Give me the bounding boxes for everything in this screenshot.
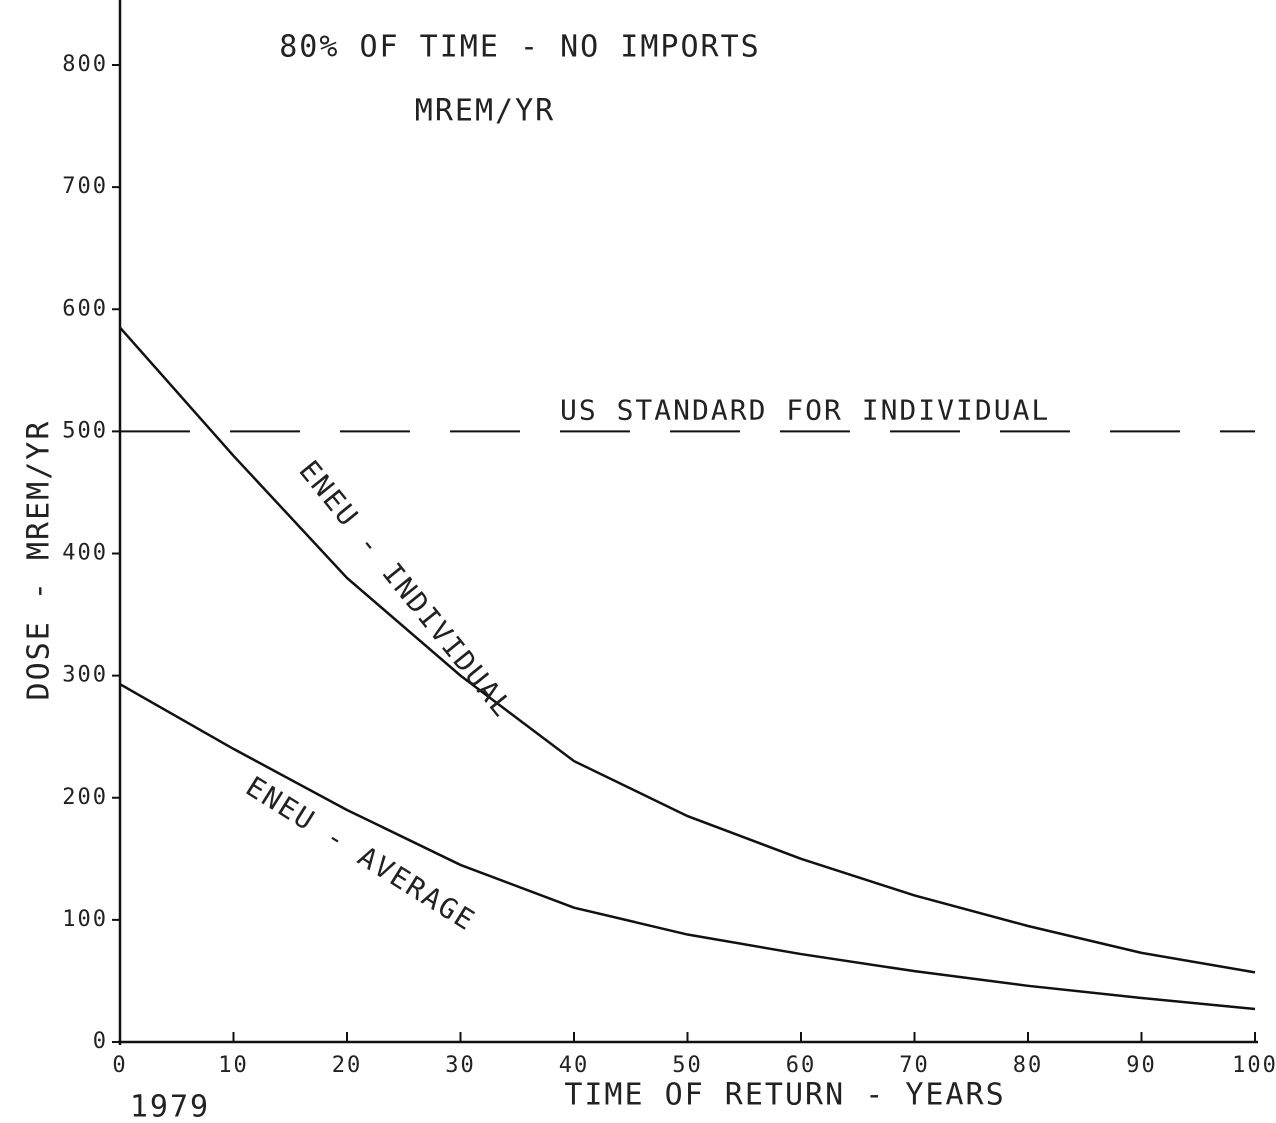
y-tick-label: 600 xyxy=(62,296,108,321)
y-tick-label: 800 xyxy=(62,52,108,77)
x-axis-label: TIME OF RETURN - YEARS xyxy=(564,1078,1005,1113)
y-tick-label: 400 xyxy=(62,541,108,566)
x-tick-label: 100 xyxy=(1232,1053,1276,1078)
x-tick-label: 70 xyxy=(899,1053,930,1078)
x-tick-label: 80 xyxy=(1013,1053,1044,1078)
y-tick-label: 200 xyxy=(62,785,108,810)
series-line xyxy=(119,326,1256,974)
y-tick-label: 300 xyxy=(62,663,108,688)
x-tick-label: 60 xyxy=(786,1053,817,1078)
chart-subtitle: MREM/YR xyxy=(415,94,555,129)
y-tick-label: 100 xyxy=(62,907,108,932)
y-tick-label: 500 xyxy=(62,418,108,443)
reference-label: US STANDARD FOR INDIVIDUAL xyxy=(560,393,1050,426)
x-tick-label: 40 xyxy=(559,1053,590,1078)
x-tick-label: 50 xyxy=(672,1053,703,1078)
x-tick-label: 20 xyxy=(332,1053,363,1078)
x-tick-label: 30 xyxy=(445,1053,476,1078)
x-start-label: 1979 xyxy=(130,1090,210,1123)
x-tick-label: 90 xyxy=(1126,1053,1157,1078)
y-tick-label: 0 xyxy=(93,1029,108,1054)
y-axis-label: DOSE - MREM/YR xyxy=(22,420,57,701)
x-tick-label: 0 xyxy=(112,1053,127,1078)
series-line xyxy=(119,683,1256,1011)
y-tick-label: 700 xyxy=(62,174,108,199)
x-tick-label: 10 xyxy=(218,1053,249,1078)
series-label: ENEU - INDIVIDUAL xyxy=(292,454,519,724)
chart-title: 80% OF TIME - NO IMPORTS xyxy=(279,30,760,65)
series-label: ENEU - AVERAGE xyxy=(240,770,481,938)
